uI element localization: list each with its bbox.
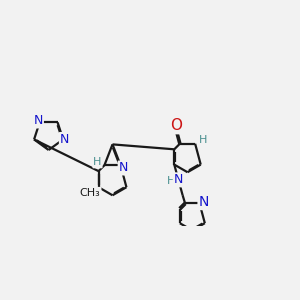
Text: N: N [174, 173, 183, 186]
Text: O: O [170, 118, 182, 133]
Text: N: N [60, 133, 69, 146]
Text: N: N [199, 195, 209, 209]
Text: N: N [118, 161, 128, 175]
Text: H: H [199, 134, 207, 145]
Text: N: N [34, 115, 43, 128]
Text: H: H [167, 176, 175, 186]
Text: CH₃: CH₃ [80, 188, 101, 198]
Text: H: H [93, 158, 102, 167]
